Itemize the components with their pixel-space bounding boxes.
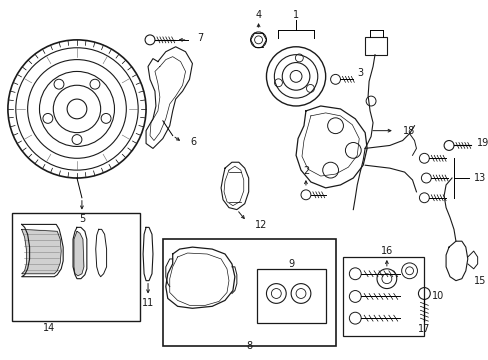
Bar	[343, 257, 424, 336]
Text: 19: 19	[476, 139, 488, 148]
Bar	[365, 37, 386, 55]
Text: 11: 11	[142, 298, 154, 309]
Bar	[12, 212, 140, 321]
Text: 10: 10	[431, 292, 444, 301]
Text: 15: 15	[473, 276, 485, 286]
Text: 7: 7	[197, 33, 203, 43]
Bar	[256, 269, 325, 323]
Text: 12: 12	[254, 220, 266, 230]
Text: 17: 17	[417, 324, 429, 334]
Polygon shape	[74, 231, 84, 276]
Text: 14: 14	[43, 323, 55, 333]
Text: 8: 8	[246, 341, 252, 351]
Bar	[163, 239, 335, 346]
Text: 5: 5	[79, 215, 85, 225]
Text: 1: 1	[292, 10, 299, 20]
Text: 16: 16	[380, 246, 392, 256]
Text: 9: 9	[287, 259, 294, 269]
Polygon shape	[21, 229, 61, 274]
Text: 3: 3	[357, 68, 363, 78]
Text: 2: 2	[302, 166, 308, 176]
Text: 13: 13	[473, 173, 485, 183]
Text: 18: 18	[402, 126, 414, 136]
Text: 6: 6	[190, 138, 196, 148]
Text: 4: 4	[255, 10, 261, 20]
